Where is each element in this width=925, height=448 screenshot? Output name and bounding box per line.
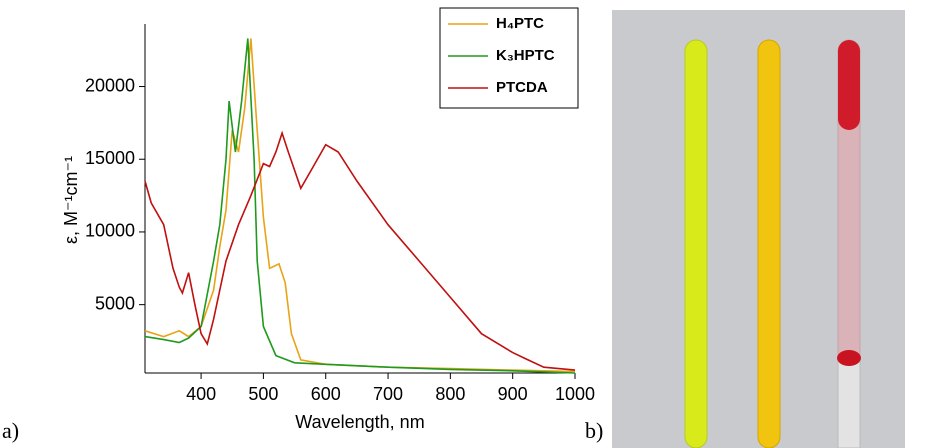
tube-red-bottom	[837, 350, 861, 366]
legend-label: K₃HPTC	[496, 47, 555, 64]
tube-red-stem	[837, 354, 861, 448]
x-tick-label: 1000	[555, 384, 595, 404]
panel-label: a)	[2, 418, 19, 443]
y-tick-label: 5000	[95, 293, 135, 313]
panel-label: b)	[585, 418, 603, 443]
x-axis-label: Wavelength, nm	[295, 412, 424, 432]
series-line	[144, 38, 576, 374]
x-tick-label: 500	[248, 384, 278, 404]
tube-yellow	[757, 39, 781, 448]
x-tick-label: 400	[186, 384, 216, 404]
y-axis-label: ε, M⁻¹cm⁻¹	[61, 156, 81, 244]
x-tick-label: 900	[498, 384, 528, 404]
y-tick-label: 10000	[85, 221, 135, 241]
y-tick-label: 15000	[85, 148, 135, 168]
tube-yellow-green	[684, 39, 708, 448]
y-tick-label: 20000	[85, 75, 135, 95]
photo	[612, 10, 905, 448]
x-tick-label: 600	[311, 384, 341, 404]
tube-red-liquid	[838, 40, 860, 130]
legend-label: PTCDA	[496, 79, 548, 96]
legend-label: H₄PTC	[496, 15, 544, 32]
series-line	[144, 130, 576, 371]
x-tick-label: 700	[373, 384, 403, 404]
x-tick-label: 800	[435, 384, 465, 404]
